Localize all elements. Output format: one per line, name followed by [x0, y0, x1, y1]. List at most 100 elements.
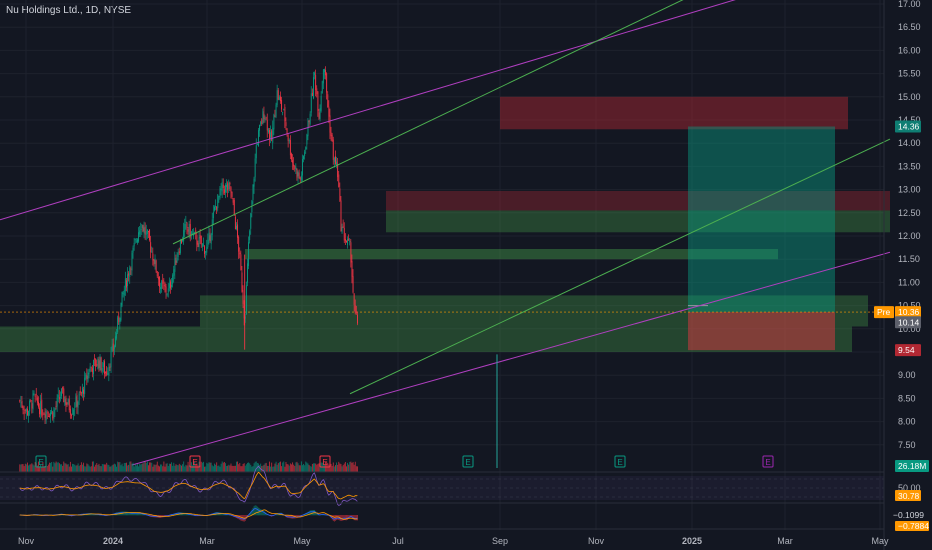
macd-histogram-bar [311, 510, 313, 516]
volume-bar [228, 464, 230, 472]
candle-body [188, 223, 190, 235]
candle-body [258, 130, 259, 147]
candle-body [56, 397, 58, 407]
trend-lines[interactable] [0, 0, 891, 468]
candle-body [86, 375, 88, 380]
candle-body [107, 372, 109, 376]
candle-body [219, 188, 221, 199]
candle-body [163, 284, 165, 286]
volume-bar [310, 466, 312, 472]
volume-bar [332, 462, 334, 472]
candle-body [209, 235, 211, 242]
volume-bar [131, 463, 133, 472]
volume-bar [341, 466, 343, 472]
candle-body [74, 408, 76, 410]
volume-bar [205, 466, 207, 472]
candle-body [243, 306, 245, 319]
earnings-marker-label: E [765, 458, 770, 467]
candle-body [99, 356, 101, 371]
volume-bar [129, 461, 131, 472]
candle-body [239, 252, 241, 255]
volume-bar [73, 464, 75, 472]
volume-bar [347, 462, 349, 472]
candle-body [71, 415, 72, 417]
candle-body [336, 161, 338, 166]
candle-body [34, 395, 36, 397]
candle-body [72, 413, 74, 415]
candle-body [227, 183, 229, 191]
candle-body [166, 293, 168, 295]
long-position-tool[interactable] [0, 126, 884, 351]
candle-body [73, 409, 75, 415]
candle-body [331, 134, 333, 142]
candle-body [306, 134, 308, 145]
macd-histogram-bar [134, 512, 136, 516]
candle-body [154, 258, 156, 264]
price-label-text: 9.54 [898, 345, 915, 355]
volume-bar [94, 466, 96, 472]
macd-histogram-bar [281, 512, 283, 516]
candle-body [294, 165, 296, 170]
candle-body [295, 167, 297, 170]
candle-body [203, 244, 204, 246]
candle-body [220, 189, 222, 190]
candle-body [141, 225, 143, 229]
volume-bar [336, 462, 338, 472]
candle-body [269, 130, 270, 140]
candle-body [254, 158, 256, 178]
volume-bar [52, 466, 54, 472]
candle-body [27, 408, 28, 416]
earnings-marker [35, 455, 47, 468]
volume-bar [262, 465, 264, 472]
candle-body [50, 412, 52, 417]
volume-bar [41, 466, 43, 472]
candle-body [338, 174, 340, 187]
earnings-marker-label: E [617, 458, 622, 467]
candle-body [144, 226, 146, 235]
candle-body [206, 247, 208, 253]
time-axis[interactable]: Nov 2024 Mar May Jul Sep Nov 2025 Mar May [18, 536, 889, 546]
time-tick-label: May [871, 536, 889, 546]
volume-bar [47, 464, 49, 472]
candle-body [122, 292, 124, 294]
candle-body [93, 359, 94, 375]
volume-bar [90, 466, 92, 472]
candle-body [105, 372, 107, 373]
volume-bar [166, 463, 168, 472]
macd-histogram-bar [333, 515, 335, 522]
candle-body [94, 358, 96, 360]
volume-bar [352, 462, 354, 472]
volume-bar [178, 463, 180, 472]
volume-bar [101, 463, 103, 472]
candle-body [313, 77, 314, 99]
macd-histogram-bar [238, 515, 240, 520]
volume-bar [25, 464, 27, 472]
candle-body [325, 69, 327, 76]
volume-bar [121, 463, 123, 472]
volume-bar [46, 466, 48, 472]
candle-body [108, 366, 110, 376]
candle-body [161, 281, 163, 289]
macd-histogram-bar [222, 513, 224, 516]
candle-body [53, 409, 55, 419]
volume-bar [84, 466, 86, 472]
volume-bar [260, 463, 262, 472]
candle-body [174, 257, 176, 272]
candle-body [350, 242, 352, 263]
candle-body [212, 211, 214, 219]
candle-body [256, 144, 258, 145]
macd-histogram-bar [139, 512, 141, 516]
price-tick-label: 12.50 [898, 208, 921, 218]
volume-bar [244, 465, 246, 472]
candle-body [225, 184, 226, 193]
candle-body [238, 236, 240, 252]
volume-bar [230, 463, 232, 472]
price-axis[interactable]: 17.00 16.50 16.00 15.50 15.00 14.50 14.00 13.50… [883, 0, 921, 550]
price-label-box [895, 120, 921, 133]
candle-body [128, 273, 130, 276]
volume-bar [319, 464, 321, 472]
volume-bar [57, 462, 59, 472]
volume-bar [126, 462, 127, 472]
volume-bar [75, 465, 77, 472]
